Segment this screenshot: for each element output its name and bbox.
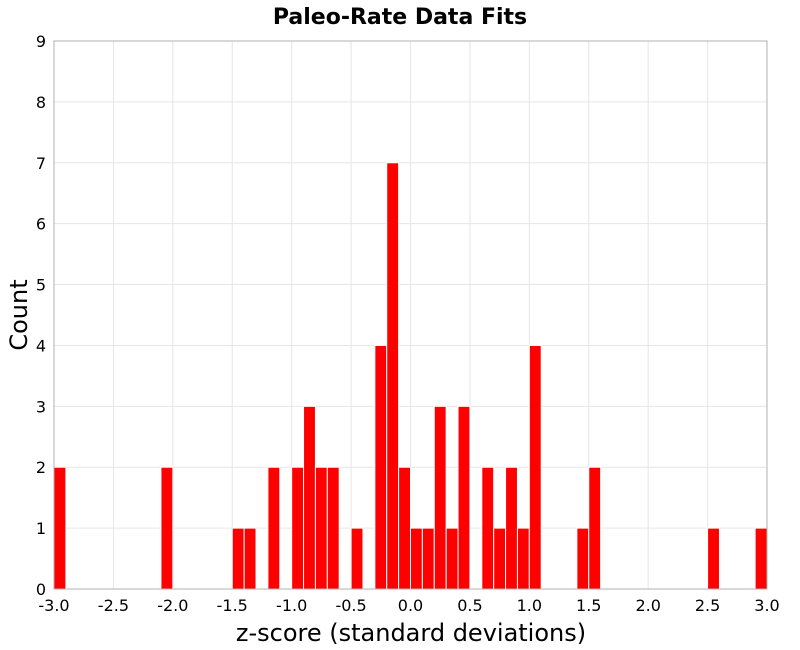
y-axis-ticks: 0 1 2 3 4 5 6 7 8 9 [36, 32, 46, 599]
x-tick-label: -1.0 [276, 596, 307, 615]
bars [53, 162, 768, 590]
y-tick-label: 7 [36, 154, 46, 173]
histogram-bar [493, 527, 507, 590]
x-tick-label: 1.5 [576, 596, 601, 615]
histogram-bar [754, 527, 768, 590]
y-axis-label: Count [5, 279, 33, 350]
histogram-bar [410, 527, 423, 590]
histogram-bar [374, 344, 388, 590]
x-tick-label: -0.5 [335, 596, 366, 615]
histogram-bar [707, 527, 720, 590]
histogram-bar [314, 466, 328, 590]
x-axis-label: z-score (standard deviations) [236, 619, 586, 647]
x-tick-label: 3.0 [754, 596, 779, 615]
x-tick-label: -3.0 [38, 596, 69, 615]
histogram-bar [528, 344, 542, 590]
histogram-bar [243, 527, 257, 590]
y-tick-label: 9 [36, 32, 46, 51]
chart-title: Paleo-Rate Data Fits [273, 5, 527, 30]
y-tick-label: 4 [36, 336, 46, 355]
plot-frame [53, 40, 768, 590]
y-tick-label: 5 [36, 276, 46, 295]
histogram-bar [53, 466, 67, 590]
histogram-bar [588, 466, 602, 590]
x-tick-label: 2.5 [695, 596, 720, 615]
y-tick-label: 6 [36, 215, 46, 234]
y-tick-label: 0 [36, 580, 46, 599]
y-tick-label: 8 [36, 93, 46, 112]
x-axis-ticks: -3.0 -2.5 -2.0 -1.5 -1.0 -0.5 0.0 0.5 1.0 1.5 2.0 2… [38, 596, 779, 615]
histogram-bar [350, 527, 364, 590]
x-tick-label: -2.5 [98, 596, 129, 615]
histogram-bar [398, 466, 412, 590]
histogram-bar [457, 405, 471, 590]
histogram-bar [516, 527, 530, 590]
histogram-bar [303, 405, 316, 590]
y-tick-label: 2 [36, 458, 46, 477]
y-tick-label: 1 [36, 519, 46, 538]
histogram-bar [481, 466, 495, 590]
histogram-bar [291, 466, 305, 590]
y-tick-label: 3 [36, 397, 46, 416]
x-tick-label: -1.5 [217, 596, 248, 615]
x-tick-label: 1.0 [517, 596, 542, 615]
histogram-bar [326, 466, 340, 590]
x-tick-label: 2.0 [635, 596, 660, 615]
histogram-bar [267, 466, 281, 590]
x-tick-label: 0.0 [398, 596, 423, 615]
histogram-bar [576, 527, 590, 590]
histogram-bar [445, 527, 459, 590]
histogram-bar [231, 527, 245, 590]
x-tick-label: -2.0 [157, 596, 188, 615]
histogram-bar [160, 466, 174, 590]
x-tick-label: 0.5 [457, 596, 482, 615]
histogram-bar [386, 162, 400, 590]
histogram-bar [421, 527, 435, 590]
histogram-bar [505, 466, 518, 590]
histogram-bar [433, 405, 447, 590]
